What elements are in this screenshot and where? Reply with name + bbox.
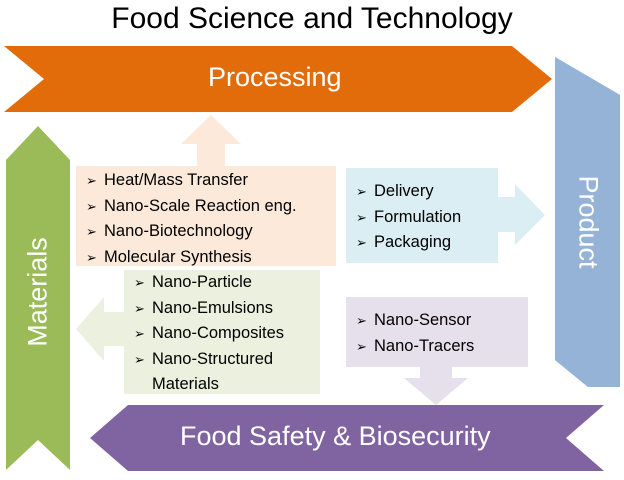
- list-item: ➢ Nano-Biotechnology: [86, 219, 297, 245]
- materials-box: [124, 270, 320, 394]
- list-item: ➢ Nano-Structured Materials: [134, 347, 318, 398]
- bullet-arrow-icon: ➢: [356, 235, 367, 250]
- product-list: ➢ Delivery ➢ Formulation ➢ Packaging: [356, 179, 461, 256]
- bullet-arrow-icon: ➢: [86, 249, 97, 265]
- bullet-arrow-icon: ➢: [134, 351, 145, 367]
- bullet-arrow-icon: ➢: [134, 300, 145, 316]
- bullet-arrow-icon: ➢: [356, 313, 367, 328]
- food-safety-arrow: [90, 405, 604, 471]
- bullet-arrow-icon: ➢: [86, 173, 97, 188]
- list-item: ➢ Formulation: [356, 205, 461, 231]
- processing-box-up-arrow: [181, 115, 241, 168]
- product-box: [346, 168, 498, 263]
- materials-list: ➢ Nano-Particle ➢ Nano-Emulsions ➢ Nano-Com…: [134, 270, 318, 398]
- processing-arrow: [4, 46, 552, 112]
- processing-label: Processing: [208, 62, 342, 92]
- list-item: ➢ Packaging: [356, 230, 461, 256]
- safety-list: ➢ Nano-Sensor ➢ Nano-Tracers: [356, 308, 474, 359]
- list-item: ➢ Nano-Emulsions: [134, 296, 318, 322]
- list-item: ➢ Nano-Tracers: [356, 334, 474, 360]
- bullet-arrow-icon: ➢: [356, 338, 367, 354]
- safety-box: [346, 297, 528, 367]
- diagram-title: Food Science and Technology: [111, 2, 513, 35]
- bullet-arrow-icon: ➢: [86, 224, 97, 239]
- food-safety-label: Food Safety & Biosecurity: [180, 421, 491, 451]
- bullet-arrow-icon: ➢: [356, 184, 367, 199]
- materials-arrow: [6, 126, 70, 470]
- bullet-arrow-icon: ➢: [356, 209, 367, 225]
- safety-box-down-arrow: [404, 365, 468, 405]
- bullet-arrow-icon: ➢: [134, 326, 145, 341]
- list-item: ➢ Nano-Particle: [134, 270, 318, 296]
- list-item: ➢ Nano-Composites: [134, 321, 318, 347]
- list-item: ➢ Delivery: [356, 179, 461, 205]
- processing-list: ➢ Heat/Mass Transfer ➢ Nano-Scale Reaction…: [86, 168, 297, 270]
- list-item: ➢ Heat/Mass Transfer: [86, 168, 297, 194]
- product-label: Product: [573, 175, 604, 269]
- list-item: ➢ Nano-Scale Reaction eng.: [86, 194, 297, 220]
- list-item: ➢ Nano-Sensor: [356, 308, 474, 334]
- materials-label: Materials: [22, 237, 53, 347]
- product-arrow-tip: [555, 57, 620, 387]
- product-box-right-arrow: [496, 184, 545, 245]
- bullet-arrow-icon: ➢: [86, 198, 97, 214]
- materials-box-left-arrow: [76, 297, 126, 361]
- processing-box: [76, 166, 336, 266]
- list-item: ➢ Molecular Synthesis: [86, 245, 297, 271]
- bullet-arrow-icon: ➢: [134, 275, 145, 290]
